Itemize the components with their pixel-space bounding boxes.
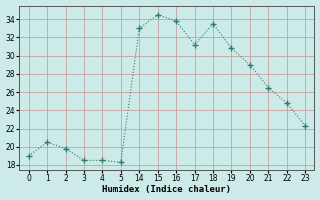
X-axis label: Humidex (Indice chaleur): Humidex (Indice chaleur) <box>102 185 231 194</box>
